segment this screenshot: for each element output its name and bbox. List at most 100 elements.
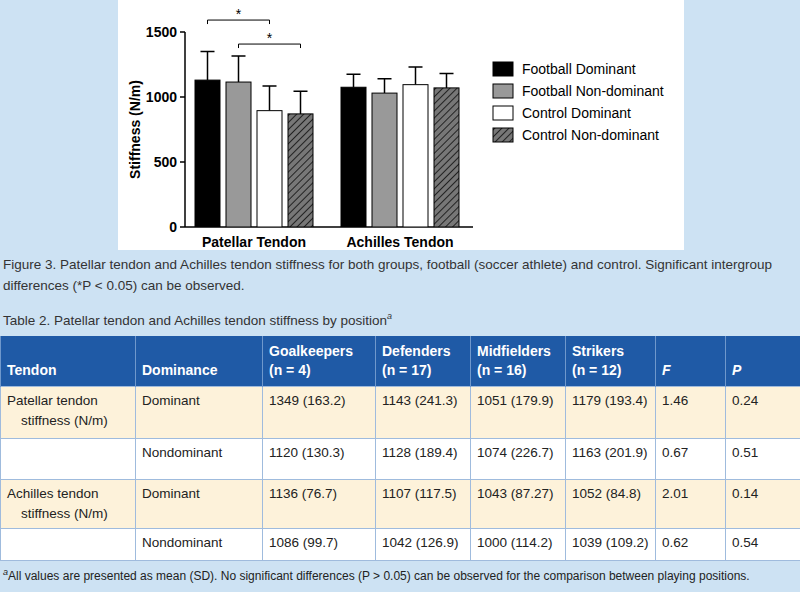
table-cell — [1, 529, 136, 561]
legend-label: Control Non-dominant — [522, 127, 659, 143]
table-cell: 1051 (179.9) — [471, 387, 566, 439]
table-cell: 1136 (76.7) — [263, 480, 376, 529]
legend-swatch — [493, 128, 513, 142]
table-cell: 1000 (114.2) — [471, 529, 566, 561]
table-row: Nondominant1086 (99.7)1042 (126.9)1000 (… — [1, 529, 800, 561]
header-text: Goalkeepers — [269, 343, 353, 359]
error-bar — [440, 74, 454, 88]
significance-label: * — [236, 6, 242, 22]
error-bar — [232, 56, 246, 82]
table-cell: 1143 (241.3) — [376, 387, 471, 439]
legend-label: Football Non-dominant — [522, 83, 664, 99]
legend-swatch — [493, 106, 513, 120]
footnote-text: All values are presented as mean (SD). N… — [8, 569, 750, 583]
header-cell: Goalkeepers (n = 4) — [263, 336, 376, 387]
header-cell: Midfielders (n = 16) — [471, 336, 566, 387]
footnote-mark: a — [3, 567, 8, 577]
table-title-text: Table 2. Patellar tendon and Achilles te… — [3, 313, 387, 328]
table-cell: Nondominant — [136, 439, 263, 480]
table-cell: 1042 (126.9) — [376, 529, 471, 561]
y-tick-label: 500 — [154, 154, 178, 170]
error-bar — [294, 91, 308, 114]
figure-panel — [118, 0, 684, 250]
bar — [372, 93, 397, 227]
table-cell: 0.62 — [656, 529, 726, 561]
header-text: (n = 4) — [269, 362, 311, 378]
table: Tendon Dominance Goalkeepers (n = 4) Defende… — [0, 336, 800, 561]
table-cell: 0.14 — [726, 480, 800, 529]
table-cell: Dominant — [136, 480, 263, 529]
table-cell: 1.46 — [656, 387, 726, 439]
header-text: (n = 16) — [477, 362, 526, 378]
error-bar — [201, 52, 215, 81]
y-tick-label: 1000 — [146, 89, 177, 105]
header-cell: F — [656, 336, 726, 387]
table-title-note: a — [387, 311, 392, 321]
header-text: P — [732, 362, 741, 378]
table-row: Patellar tendon stiffness (N/m)Dominant1… — [1, 387, 800, 439]
error-bar — [347, 74, 361, 87]
bar — [403, 85, 428, 227]
table-cell: 2.01 — [656, 480, 726, 529]
table-cell: 1349 (163.2) — [263, 387, 376, 439]
table-row: Achilles tendon stiffness (N/m)Dominant1… — [1, 480, 800, 529]
legend-label: Control Dominant — [522, 105, 631, 121]
table-cell: Dominant — [136, 387, 263, 439]
table-cell: 1179 (193.4) — [566, 387, 656, 439]
figure-caption: Figure 3. Patellar tendon and Achilles t… — [3, 254, 795, 296]
y-axis — [184, 32, 186, 227]
header-text: Dominance — [142, 362, 217, 378]
table-cell: Achilles tendon stiffness (N/m) — [1, 480, 136, 529]
header-text: Midfielders — [477, 343, 551, 359]
table-cell: Patellar tendon stiffness (N/m) — [1, 387, 136, 439]
header-cell: Tendon — [1, 336, 136, 387]
x-tick-label: Achilles Tendon — [346, 234, 453, 250]
bars — [195, 52, 459, 228]
legend-swatch — [493, 84, 513, 98]
table-cell: 0.54 — [726, 529, 800, 561]
header-text: Defenders — [382, 343, 450, 359]
bar — [288, 114, 313, 227]
bar — [195, 80, 220, 227]
table-cell: 1120 (130.3) — [263, 439, 376, 480]
table-cell: Nondominant — [136, 529, 263, 561]
error-bar — [263, 86, 277, 111]
y-tick-label: 0 — [169, 219, 177, 235]
error-bar — [409, 67, 423, 85]
header-text: (n = 12) — [572, 362, 621, 378]
header-cell: Defenders (n = 17) — [376, 336, 471, 387]
bar — [341, 87, 366, 227]
table-cell: 1074 (226.7) — [471, 439, 566, 480]
header-row: Tendon Dominance Goalkeepers (n = 4) Defende… — [1, 336, 800, 387]
table-cell: 1043 (87.27) — [471, 480, 566, 529]
bar — [226, 82, 251, 227]
table-cell: 1163 (201.9) — [566, 439, 656, 480]
table-title: Table 2. Patellar tendon and Achilles te… — [3, 311, 392, 328]
header-cell: Strikers (n = 12) — [566, 336, 656, 387]
legend-swatch — [493, 62, 513, 76]
header-cell: P — [726, 336, 800, 387]
table-cell: 0.24 — [726, 387, 800, 439]
table-cell: 1107 (117.5) — [376, 480, 471, 529]
table-cell: 0.67 — [656, 439, 726, 480]
x-tick-label: Patellar Tendon — [202, 234, 306, 250]
header-text: Strikers — [572, 343, 624, 359]
header-cell: Dominance — [136, 336, 263, 387]
table-cell: 1128 (189.4) — [376, 439, 471, 480]
y-tick-label: 1500 — [146, 24, 177, 40]
table-cell: 0.51 — [726, 439, 800, 480]
header-text: Tendon — [7, 362, 57, 378]
table-cell: 1086 (99.7) — [263, 529, 376, 561]
bar — [257, 111, 282, 227]
header-text: (n = 17) — [382, 362, 431, 378]
significance-label: * — [267, 30, 273, 46]
table-row: Nondominant1120 (130.3)1128 (189.4)1074 … — [1, 439, 800, 480]
error-bar — [378, 79, 392, 93]
bar — [434, 88, 459, 227]
table-footnote: aAll values are presented as mean (SD). … — [3, 567, 750, 583]
y-axis-label: Stiffness (N/m) — [127, 80, 143, 179]
header-text: F — [662, 362, 671, 378]
table-cell: 1039 (109.2) — [566, 529, 656, 561]
legend-label: Football Dominant — [522, 61, 636, 77]
table-cell: 1052 (84.8) — [566, 480, 656, 529]
